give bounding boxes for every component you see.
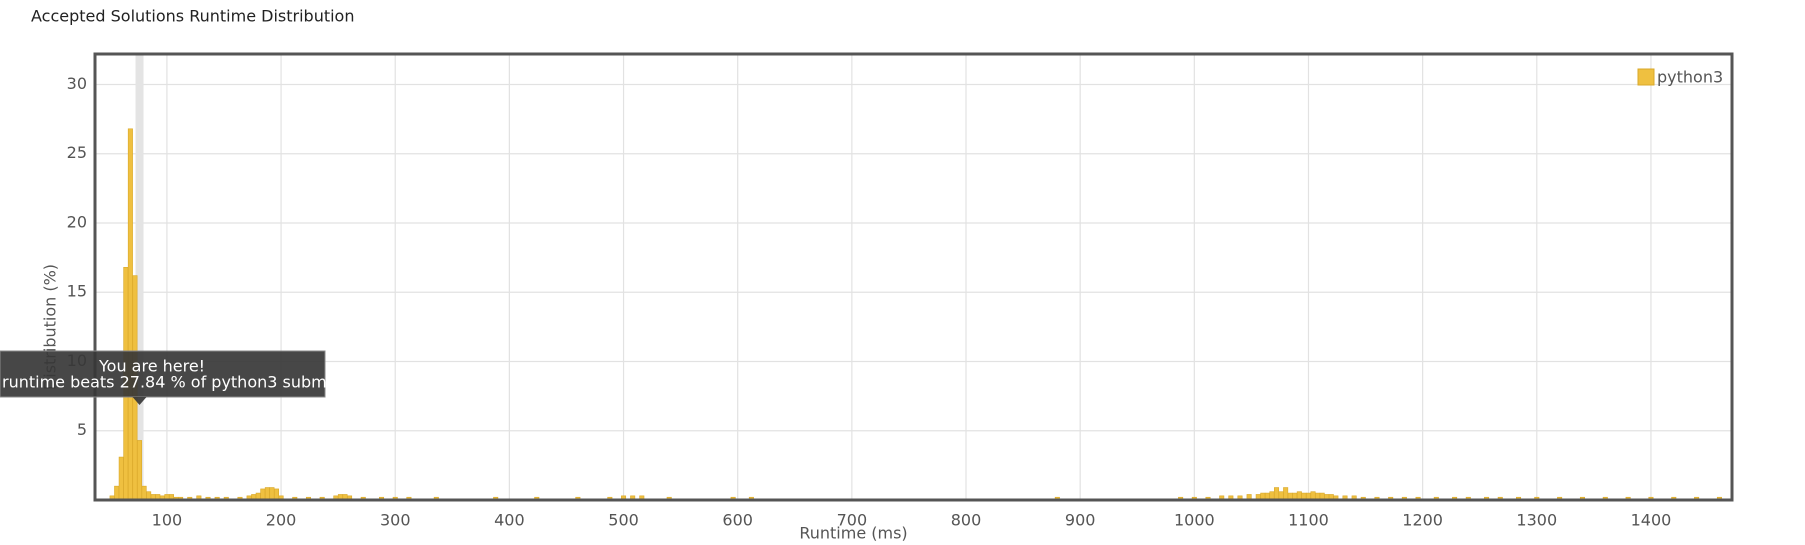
x-tick-label: 1000 (1174, 511, 1215, 530)
y-tick-label: 15 (67, 282, 87, 301)
tooltip: You are here!runtime beats 27.84 % of py… (0, 350, 386, 405)
x-tick-label: 800 (951, 511, 982, 530)
x-tick-label: 1200 (1402, 511, 1443, 530)
bar (118, 456, 124, 501)
tooltip-text: runtime beats 27.84 % of python3 submiss… (2, 373, 386, 392)
y-tick-label: 25 (67, 143, 87, 162)
x-tick-label: 1400 (1631, 511, 1672, 530)
x-tick-label: 900 (1065, 511, 1096, 530)
tooltip-box (0, 350, 326, 398)
bar (127, 128, 133, 501)
bar (141, 485, 147, 501)
x-tick-label: 1100 (1288, 511, 1329, 530)
x-tick-label: 200 (266, 511, 297, 530)
tooltip-text: You are here! (98, 357, 205, 376)
y-tick-label: 30 (67, 74, 87, 93)
chart-title: Accepted Solutions Runtime Distribution (31, 7, 354, 26)
plot-frame (93, 52, 1734, 502)
highlight-band (135, 54, 144, 500)
bar (269, 487, 275, 501)
x-tick-label: 600 (722, 511, 753, 530)
bar (114, 485, 120, 501)
x-tick-label: 500 (608, 511, 639, 530)
x-axis-label: Runtime (ms) (799, 524, 907, 543)
x-tick-label: 400 (494, 511, 525, 530)
x-tick-label: 1300 (1516, 511, 1557, 530)
x-tick-label: 100 (152, 511, 183, 530)
bar (264, 487, 270, 501)
bar (137, 440, 143, 501)
bar (260, 488, 266, 501)
tooltip-arrow (132, 397, 147, 405)
x-tick-label: 300 (380, 511, 411, 530)
bar (1274, 487, 1280, 501)
y-tick-label: 5 (77, 420, 87, 439)
x-tick-label: 700 (837, 511, 868, 530)
bar (274, 488, 280, 501)
bar (1283, 487, 1289, 501)
legend-label: python3 (1657, 68, 1723, 87)
legend-swatch (1637, 68, 1655, 86)
y-tick-label: 20 (67, 212, 87, 231)
